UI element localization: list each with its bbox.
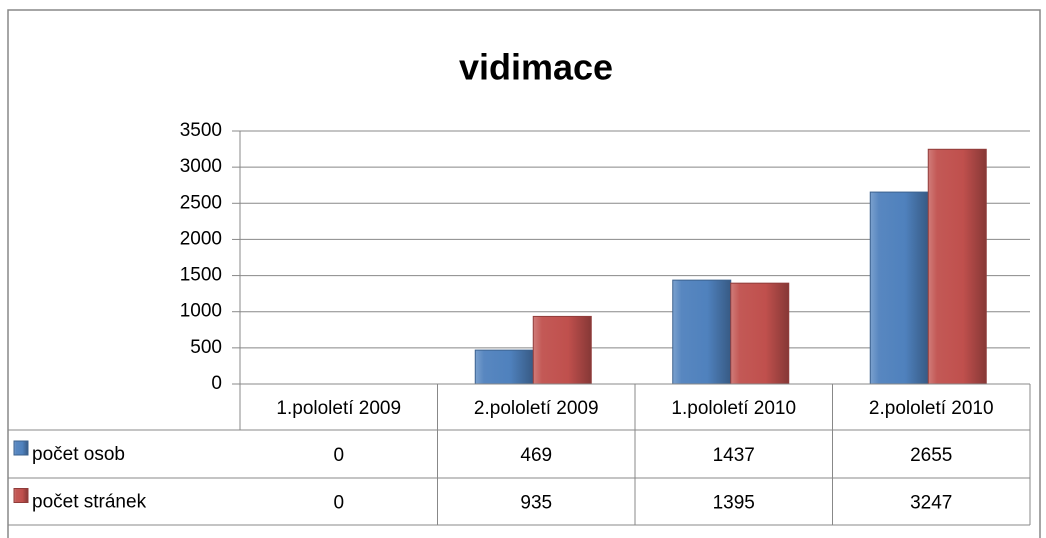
bar (730, 282, 790, 385)
legend-label: počet osob (32, 444, 125, 465)
table-value: 1437 (713, 445, 755, 466)
chart-title: vidimace (459, 47, 613, 88)
table-value: 3247 (910, 493, 952, 514)
y-tick-label: 500 (190, 337, 222, 358)
table-value: 1395 (713, 493, 755, 514)
y-tick-label: 3000 (180, 156, 222, 177)
x-tick-label: 1.pololetí 2009 (276, 398, 401, 419)
y-tick-label: 1000 (180, 301, 222, 322)
table-value: 0 (333, 445, 344, 466)
table-value: 935 (520, 493, 552, 514)
y-tick-label: 3500 (180, 120, 222, 141)
y-tick-label: 2000 (180, 228, 222, 249)
bar (532, 315, 592, 385)
table-value: 0 (333, 493, 344, 514)
legend-label: počet stránek (32, 492, 147, 513)
legend-key (13, 488, 29, 503)
y-tick-label: 2500 (180, 192, 222, 213)
bar (672, 279, 732, 385)
x-tick-label: 2.pololetí 2009 (474, 398, 599, 419)
y-tick-label: 0 (211, 373, 222, 394)
legend-key (13, 440, 29, 456)
x-tick-label: 2.pololetí 2010 (869, 398, 994, 419)
bar (869, 191, 929, 385)
chart-border (7, 9, 1041, 538)
bar (927, 148, 987, 385)
bar (474, 349, 534, 385)
table-value: 469 (520, 445, 552, 466)
x-tick-label: 1.pololetí 2010 (671, 398, 796, 419)
y-tick-label: 1500 (180, 265, 222, 286)
table-value: 2655 (910, 445, 952, 466)
